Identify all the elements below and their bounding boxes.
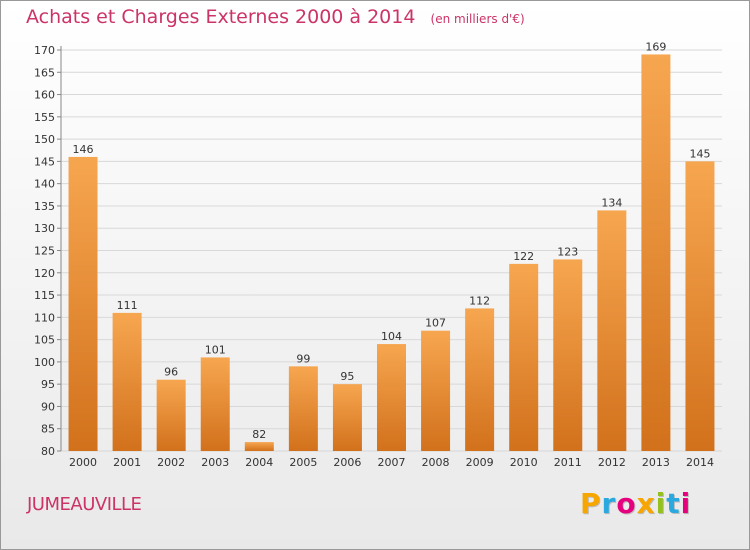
data-label: 104	[381, 330, 402, 343]
logo-letter: o	[616, 487, 637, 520]
x-tick-label: 2011	[554, 456, 582, 469]
y-tick-label: 85	[41, 423, 55, 436]
y-tick-label: 80	[41, 445, 55, 458]
data-label: 111	[117, 299, 138, 312]
x-tick-label: 2002	[157, 456, 185, 469]
y-tick-label: 155	[34, 111, 55, 124]
y-tick-label: 165	[34, 66, 55, 79]
commune-name: JUMEAUVILLE	[27, 494, 142, 515]
chart-unit: (en milliers d'€)	[430, 12, 525, 26]
bar	[288, 366, 318, 451]
y-tick-label: 140	[34, 178, 55, 191]
y-tick-label: 145	[34, 155, 55, 168]
x-tick-label: 2010	[510, 456, 538, 469]
bar	[156, 379, 186, 451]
x-tick-label: 2009	[466, 456, 494, 469]
bar	[421, 330, 451, 451]
y-tick-label: 120	[34, 267, 55, 280]
x-axis-ticks: 2000 2001 2002 2003 2004 2005 2006 2007 2008 2009…	[69, 456, 714, 469]
data-label: 96	[164, 366, 178, 379]
bar	[509, 263, 539, 451]
x-tick-label: 2008	[422, 456, 450, 469]
y-tick-label: 170	[34, 44, 55, 57]
logo-letter: t	[666, 487, 681, 520]
logo-letter: r	[601, 487, 617, 520]
logo-letter: i	[680, 487, 692, 520]
data-label: 95	[340, 370, 354, 383]
data-label: 122	[513, 250, 534, 263]
x-tick-label: 2013	[642, 456, 670, 469]
x-tick-label: 2003	[201, 456, 229, 469]
data-label: 99	[296, 352, 310, 365]
data-labels: 146 111 96 101 82 99 95 104 107 112 122 123 134 169 14…	[73, 40, 711, 441]
bar	[465, 308, 495, 451]
y-axis-ticks: 80 85 90 95 100 105 110 115 120 125 130 135 140 145 15…	[34, 44, 55, 458]
bar	[332, 384, 362, 451]
title-row: Achats et Charges Externes 2000 à 2014 (…	[26, 6, 525, 28]
data-label: 169	[645, 40, 666, 53]
data-label: 107	[425, 317, 446, 330]
bar	[112, 312, 142, 451]
bar	[200, 357, 230, 451]
bars	[68, 54, 715, 451]
data-label: 146	[73, 143, 94, 156]
data-label: 101	[205, 343, 226, 356]
logo-letter: i	[655, 487, 667, 520]
x-tick-label: 2007	[378, 456, 406, 469]
x-tick-label: 2001	[113, 456, 141, 469]
bar	[641, 54, 671, 451]
data-label: 134	[601, 196, 622, 209]
x-tick-label: 2006	[333, 456, 361, 469]
bar	[244, 442, 274, 451]
data-label: 112	[469, 294, 490, 307]
y-tick-label: 95	[41, 378, 55, 391]
bar	[68, 156, 98, 451]
proxiti-logo: Proxiti	[580, 487, 691, 520]
y-tick-label: 130	[34, 222, 55, 235]
y-tick-label: 115	[34, 289, 55, 302]
y-tick-label: 150	[34, 133, 55, 146]
x-tick-label: 2012	[598, 456, 626, 469]
x-tick-label: 2005	[289, 456, 317, 469]
x-tick-label: 2004	[245, 456, 273, 469]
y-tick-label: 160	[34, 89, 55, 102]
bar	[685, 161, 715, 451]
bar	[553, 259, 583, 451]
data-label: 123	[557, 245, 578, 258]
data-label: 82	[252, 428, 266, 441]
y-tick-label: 105	[34, 334, 55, 347]
logo-letter: x	[636, 487, 656, 520]
logo-letter: P	[580, 487, 602, 520]
data-label: 145	[689, 147, 710, 160]
bar	[377, 344, 406, 451]
x-tick-label: 2014	[686, 456, 714, 469]
x-tick-label: 2000	[69, 456, 97, 469]
chart-title: Achats et Charges Externes 2000 à 2014	[26, 6, 416, 28]
y-tick-label: 90	[41, 400, 55, 413]
y-tick-label: 125	[34, 245, 55, 258]
y-tick-label: 100	[34, 356, 55, 369]
y-tick-label: 135	[34, 200, 55, 213]
y-tick-label: 110	[34, 311, 55, 324]
bar	[597, 210, 627, 451]
